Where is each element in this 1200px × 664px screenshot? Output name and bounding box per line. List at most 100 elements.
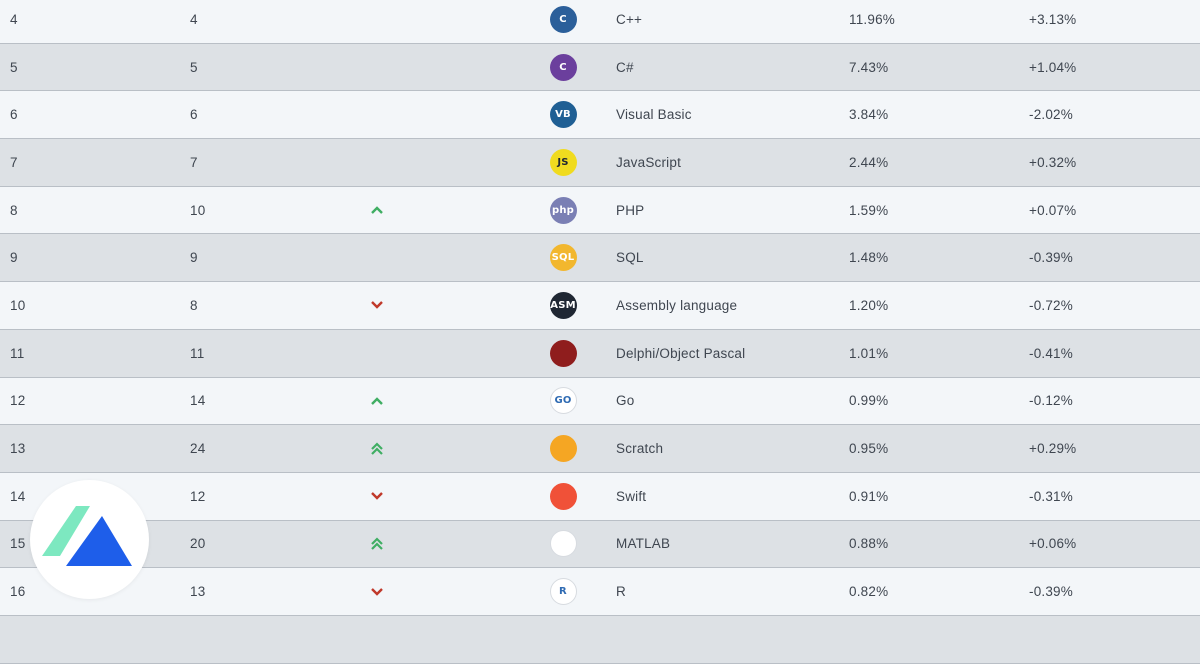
table-row: 4 4 C C++ 11.96% +3.13% [0, 0, 1200, 44]
assembly-icon: ASM [549, 291, 577, 319]
table-row: 12 14 GO Go 0.99% -0.12% [0, 377, 1200, 426]
rating-change: +0.06% [1029, 536, 1077, 552]
previous-rank: 24 [190, 441, 206, 457]
previous-rank: 8 [190, 297, 198, 313]
table-row: 6 6 VB Visual Basic 3.84% -2.02% [0, 91, 1200, 140]
previous-rank: 10 [190, 202, 206, 218]
previous-rank: 20 [190, 536, 206, 552]
rating-change: +3.13% [1029, 11, 1077, 27]
table-row: 13 24 Scratch 0.95% +0.29% [0, 425, 1200, 473]
table-row: 8 10 php PHP 1.59% +0.07% [0, 186, 1200, 235]
previous-rank: 13 [190, 584, 206, 600]
previous-rank: 5 [190, 59, 198, 75]
table-row: 9 9 SQL SQL 1.48% -0.39% [0, 234, 1200, 283]
visual-basic-icon: VB [549, 101, 577, 129]
language-logo: php [549, 187, 577, 234]
current-rank: 9 [10, 250, 18, 266]
previous-rank: 11 [190, 345, 205, 361]
rating-change: -0.12% [1029, 393, 1073, 409]
language-logo: GO [549, 378, 577, 425]
change-none-icon [368, 234, 386, 281]
delphi-icon [549, 339, 577, 367]
table-row: 10 8 ASM Assembly language 1.20% -0.72% [0, 282, 1200, 330]
change-double-up-icon [368, 425, 386, 472]
matlab-icon [549, 530, 577, 558]
php-icon: php [549, 196, 577, 224]
change-none-icon [368, 91, 386, 138]
rating-value: 0.95% [849, 441, 889, 457]
rating-value: 0.82% [849, 584, 889, 600]
change-none-icon [368, 0, 386, 43]
current-rank: 5 [10, 59, 18, 75]
javascript-icon: JS [549, 148, 577, 176]
change-none-icon [368, 139, 386, 186]
language-name: Scratch [616, 441, 664, 457]
language-name: Go [616, 393, 635, 409]
change-double-up-icon [368, 521, 386, 568]
rating-value: 0.99% [849, 393, 889, 409]
previous-rank: 12 [190, 488, 206, 504]
language-name: JavaScript [616, 154, 682, 170]
language-logo: C [549, 44, 577, 91]
language-logo: ASM [549, 282, 577, 329]
rating-change: +0.07% [1029, 202, 1077, 218]
current-rank: 11 [10, 345, 25, 361]
current-rank: 7 [10, 154, 18, 170]
language-name: Delphi/Object Pascal [616, 345, 746, 361]
rating-change: +1.04% [1029, 59, 1077, 75]
change-none-icon [368, 330, 386, 377]
language-logo [549, 521, 577, 568]
scratch-icon [549, 435, 577, 463]
current-rank: 4 [10, 11, 18, 27]
language-name: Assembly language [616, 297, 738, 313]
language-name: C++ [616, 11, 643, 27]
go-icon: GO [549, 387, 577, 415]
change-down-icon [368, 473, 386, 520]
brand-logo-badge [30, 480, 149, 599]
table-row: 16 13 R R 0.82% -0.39% [0, 568, 1200, 616]
rating-change: -2.02% [1029, 107, 1073, 123]
table-row: 15 20 MATLAB 0.88% +0.06% [0, 520, 1200, 569]
table-row [0, 615, 1200, 664]
swift-icon [549, 482, 577, 510]
r-icon: R [549, 578, 577, 606]
rating-value: 11.96% [849, 11, 895, 27]
language-logo [549, 330, 577, 377]
previous-rank: 6 [190, 107, 198, 123]
language-name: R [616, 584, 626, 600]
current-rank: 15 [10, 536, 26, 552]
csharp-icon: C [549, 53, 577, 81]
current-rank: 12 [10, 393, 26, 409]
current-rank: 14 [10, 488, 26, 504]
language-logo: C [549, 0, 577, 43]
table-row: 7 7 JS JavaScript 2.44% +0.32% [0, 139, 1200, 187]
change-up-icon [368, 378, 386, 425]
current-rank: 13 [10, 441, 26, 457]
rating-value: 2.44% [849, 154, 889, 170]
rating-value: 0.91% [849, 488, 889, 504]
rating-value: 1.48% [849, 250, 889, 266]
language-logo [549, 425, 577, 472]
language-logo: R [549, 568, 577, 615]
change-down-icon [368, 282, 386, 329]
rating-change: -0.31% [1029, 488, 1073, 504]
rating-change: -0.39% [1029, 584, 1073, 600]
language-name: PHP [616, 202, 645, 218]
rating-change: -0.39% [1029, 250, 1073, 266]
change-none-icon [368, 616, 386, 663]
language-logo: SQL [549, 234, 577, 281]
previous-rank: 4 [190, 11, 198, 27]
brand-logo-icon [42, 506, 132, 566]
rating-value: 1.20% [849, 297, 889, 313]
change-none-icon [368, 44, 386, 91]
rating-change: -0.41% [1029, 345, 1073, 361]
current-rank: 10 [10, 297, 26, 313]
previous-rank: 9 [190, 250, 198, 266]
language-name: MATLAB [616, 536, 671, 552]
rating-value: 3.84% [849, 107, 889, 123]
cpp-icon: C [549, 5, 577, 33]
rating-value: 1.59% [849, 202, 889, 218]
change-up-icon [368, 187, 386, 234]
language-name: Swift [616, 488, 647, 504]
